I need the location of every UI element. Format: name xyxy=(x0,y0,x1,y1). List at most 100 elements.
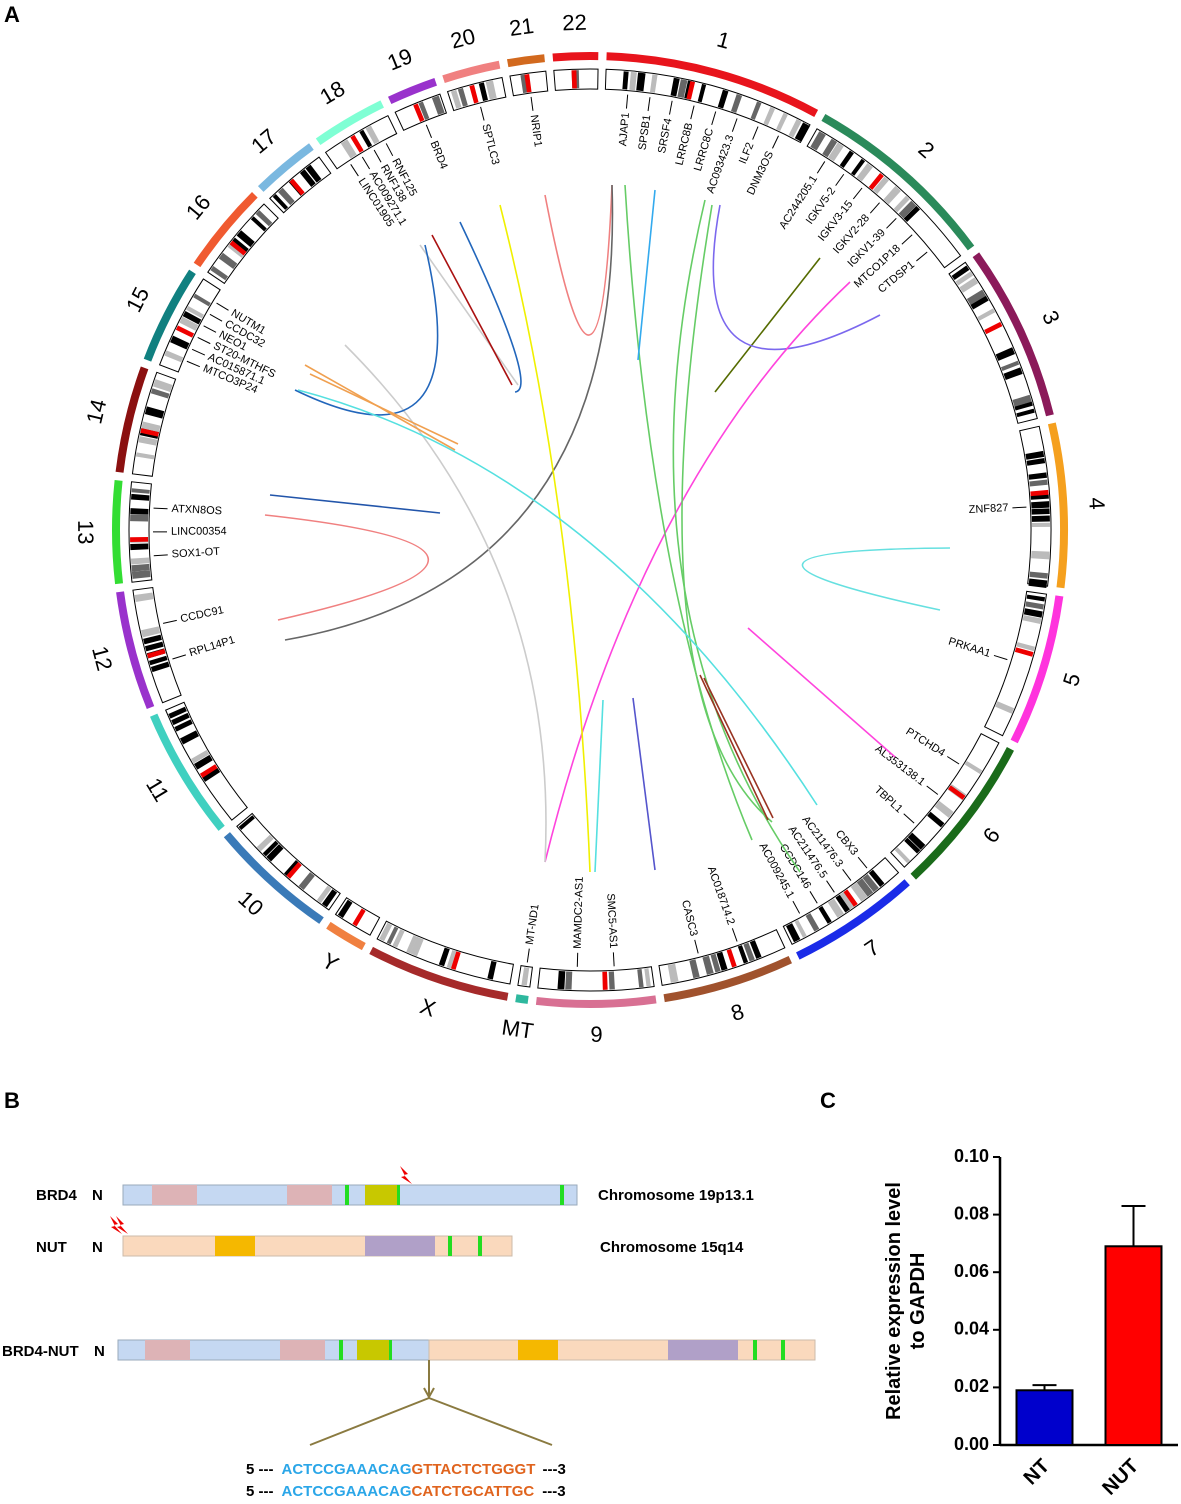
link xyxy=(747,627,896,758)
ideogram-band xyxy=(1025,450,1045,460)
centromere xyxy=(175,325,195,338)
ideogram-band xyxy=(359,129,373,148)
gene-tick xyxy=(209,313,223,322)
gene-tick xyxy=(350,164,359,177)
sequence-part: CATCTGCATTGC xyxy=(412,1483,535,1500)
chromosome-label: 11 xyxy=(141,774,174,806)
ideogram-band xyxy=(1031,522,1050,527)
ideogram-band xyxy=(256,834,274,852)
ideogram-band xyxy=(191,750,210,764)
gene-name: NUT xyxy=(36,1239,67,1256)
ideogram-band xyxy=(629,71,637,91)
chromosome-arc xyxy=(257,143,314,192)
gene-label: PTCHD4 xyxy=(904,726,948,760)
ideogram-band xyxy=(131,488,150,494)
gene-location: Chromosome 15q14 xyxy=(600,1239,744,1256)
ideogram xyxy=(324,114,398,170)
ideogram-band xyxy=(131,570,151,579)
gene-tick xyxy=(216,302,229,311)
ideogram-band xyxy=(1025,601,1044,610)
link xyxy=(712,204,881,351)
gene-label: ZNF827 xyxy=(968,502,1008,516)
gene-tick xyxy=(203,325,217,333)
domain xyxy=(781,1340,785,1360)
ideogram-band xyxy=(340,139,357,159)
ideogram-band xyxy=(210,266,229,281)
ideogram-band xyxy=(1014,401,1033,411)
ideogram-band xyxy=(964,760,983,775)
gene-tick xyxy=(901,234,913,245)
gene-label: ATXN8OS xyxy=(171,503,222,518)
chromosome-label: 21 xyxy=(508,13,536,41)
ideogram-band xyxy=(776,112,788,131)
ideogram-band xyxy=(1012,394,1032,407)
ideogram-band xyxy=(1026,458,1046,466)
ideogram-band xyxy=(168,706,187,719)
ideogram-band xyxy=(149,655,168,666)
chromosome-arc xyxy=(315,100,384,145)
bar xyxy=(1015,1389,1074,1447)
ideogram-band xyxy=(1031,508,1050,515)
ideogram-band xyxy=(1028,472,1048,480)
gene-label: MAMDC2-AS1 xyxy=(572,877,586,949)
ideogram-band xyxy=(130,557,150,565)
ideogram-band xyxy=(1023,608,1043,618)
gene-tick xyxy=(373,149,382,163)
sequence: 5 --- ACTCCGAAACAGCATCTGCATTGC ---3 xyxy=(246,1483,566,1500)
chromosome-label: 10 xyxy=(233,886,268,921)
gene-tick xyxy=(153,554,168,557)
ideogram-band xyxy=(150,661,170,673)
link xyxy=(544,184,613,336)
panel-label: B xyxy=(4,1088,20,1113)
ideogram-band xyxy=(557,970,566,990)
centromere xyxy=(146,648,166,659)
centromere xyxy=(140,428,159,437)
ideogram-band xyxy=(737,945,749,964)
ideogram-band xyxy=(299,169,316,187)
ideogram-band xyxy=(689,959,700,979)
ideogram-band xyxy=(153,379,173,392)
gene-label: AC018714.2 xyxy=(705,865,737,927)
ideogram-band xyxy=(644,968,651,987)
chromosome-label: X xyxy=(417,993,439,1021)
link xyxy=(284,184,614,641)
chromosome-arc xyxy=(606,52,819,117)
ideogram-band xyxy=(485,80,497,100)
domain xyxy=(345,1185,349,1205)
ideogram-band xyxy=(131,493,150,501)
gene-tick xyxy=(835,173,845,186)
y-tick-label: 0.08 xyxy=(954,1203,989,1223)
gene-label: RPL14P1 xyxy=(188,634,237,659)
ideogram-band xyxy=(1016,408,1035,418)
domain xyxy=(365,1236,435,1256)
chromosome-arc xyxy=(796,879,910,960)
gene-tick xyxy=(731,928,738,942)
ideogram-band xyxy=(131,563,150,572)
domain xyxy=(478,1236,482,1256)
ideogram-band xyxy=(868,869,885,887)
y-tick-label: 0.04 xyxy=(954,1319,989,1339)
ideogram-band xyxy=(438,947,450,967)
ideogram-band xyxy=(283,860,299,877)
ideogram-band xyxy=(667,963,679,983)
sequence-part: 5 --- xyxy=(246,1461,274,1478)
domain xyxy=(560,1185,564,1205)
link xyxy=(699,674,769,821)
terminus: N xyxy=(92,1239,103,1256)
centromere xyxy=(450,951,461,970)
chromosome-arc xyxy=(112,480,124,585)
domain xyxy=(668,1340,738,1360)
ideogram-band xyxy=(250,216,267,232)
ideogram-band xyxy=(1031,550,1050,560)
panel-label: A xyxy=(4,2,20,27)
ideogram-band xyxy=(565,971,573,990)
ideogram-band xyxy=(1031,501,1050,509)
ideogram-band xyxy=(794,122,810,142)
ideogram-band xyxy=(622,71,629,90)
domain xyxy=(215,1236,255,1256)
ideogram-band xyxy=(822,138,838,158)
link xyxy=(431,234,513,386)
ideogram-band xyxy=(839,150,854,168)
